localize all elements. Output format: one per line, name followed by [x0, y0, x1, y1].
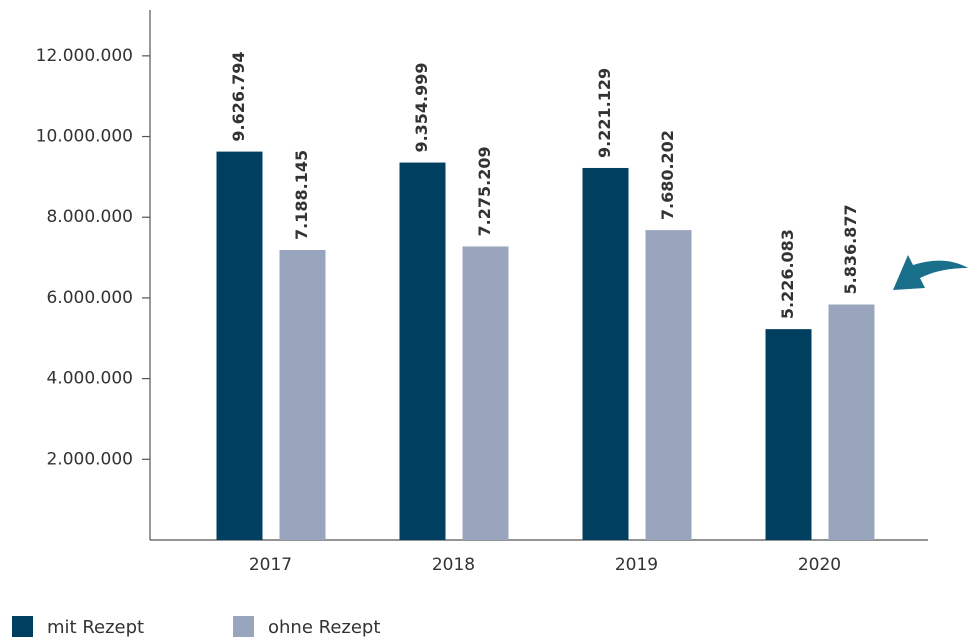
- bar: [828, 304, 875, 540]
- value-label: 7.188.145: [292, 150, 311, 240]
- y-tick-label: 4.000.000: [46, 369, 133, 389]
- bar: [582, 167, 629, 541]
- value-label: 5.226.083: [778, 229, 797, 319]
- legend-label: mit Rezept: [47, 617, 144, 638]
- bar: [279, 249, 326, 540]
- legend-label: ohne Rezept: [268, 617, 380, 638]
- y-tick-label: 2.000.000: [46, 449, 133, 469]
- x-tick-label: 2019: [615, 555, 658, 575]
- bar: [765, 329, 812, 540]
- legend-swatch: [12, 616, 33, 637]
- bar: [645, 230, 692, 540]
- value-label: 9.354.999: [412, 62, 431, 152]
- value-label: 9.221.129: [595, 68, 614, 158]
- x-tick-label: 2018: [432, 555, 475, 575]
- y-tick-label: 8.000.000: [46, 207, 133, 227]
- bar: [216, 151, 263, 540]
- bar: [462, 246, 509, 540]
- y-tick-label: 12.000.000: [36, 46, 133, 66]
- y-tick-label: 6.000.000: [46, 288, 133, 308]
- value-label: 5.836.877: [841, 204, 860, 294]
- legend-swatch: [233, 616, 254, 637]
- bar: [399, 162, 446, 540]
- x-tick-label: 2017: [249, 555, 292, 575]
- value-label: 9.626.794: [229, 52, 248, 142]
- value-label: 7.680.202: [658, 130, 677, 220]
- y-tick-label: 10.000.000: [36, 127, 133, 147]
- value-label: 7.275.209: [475, 146, 494, 236]
- x-tick-label: 2020: [798, 555, 841, 575]
- arrow: [893, 255, 968, 290]
